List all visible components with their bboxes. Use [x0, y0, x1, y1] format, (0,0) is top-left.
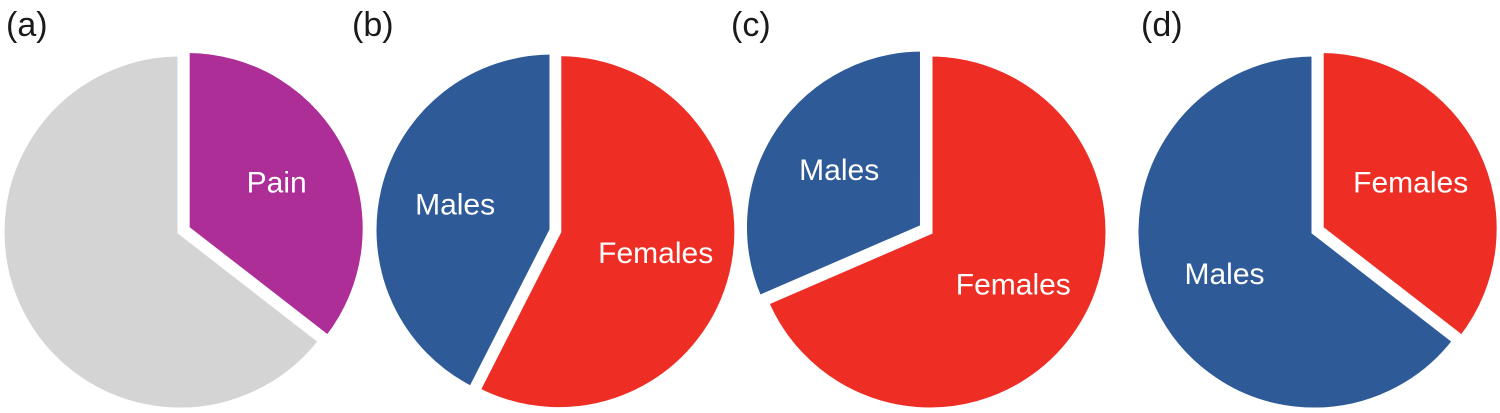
slice-label-females: Females	[1353, 167, 1468, 200]
slice-label-males: Males	[415, 189, 495, 222]
pie-panel-d: (d) Females Males	[1133, 6, 1500, 413]
slice-label-females: Females	[598, 237, 713, 270]
panel-label: (c)	[731, 6, 771, 44]
pie-slice-females	[763, 51, 1111, 413]
pie-slice-females	[1318, 47, 1500, 342]
panel-label: (d)	[1141, 6, 1183, 44]
pie-slice-males	[742, 46, 925, 302]
pie-slice-pain	[184, 47, 368, 342]
pie-panel-c: (c) Males Females	[731, 6, 1111, 413]
panel-label: (a)	[6, 6, 48, 44]
pie-panel-a: (a) Pain	[0, 6, 368, 413]
slice-label-pain: Pain	[247, 167, 307, 200]
pie-panel-b: (b) Males Females	[352, 6, 740, 413]
pie-slice-females	[474, 51, 740, 413]
slice-label-males: Males	[799, 154, 879, 187]
panel-label: (b)	[352, 6, 394, 44]
slice-label-females: Females	[956, 269, 1071, 302]
slice-label-males: Males	[1184, 258, 1264, 291]
pie-slice-males	[1133, 51, 1459, 413]
pie-slice-other	[0, 51, 325, 413]
pie-slice-males	[371, 49, 555, 392]
